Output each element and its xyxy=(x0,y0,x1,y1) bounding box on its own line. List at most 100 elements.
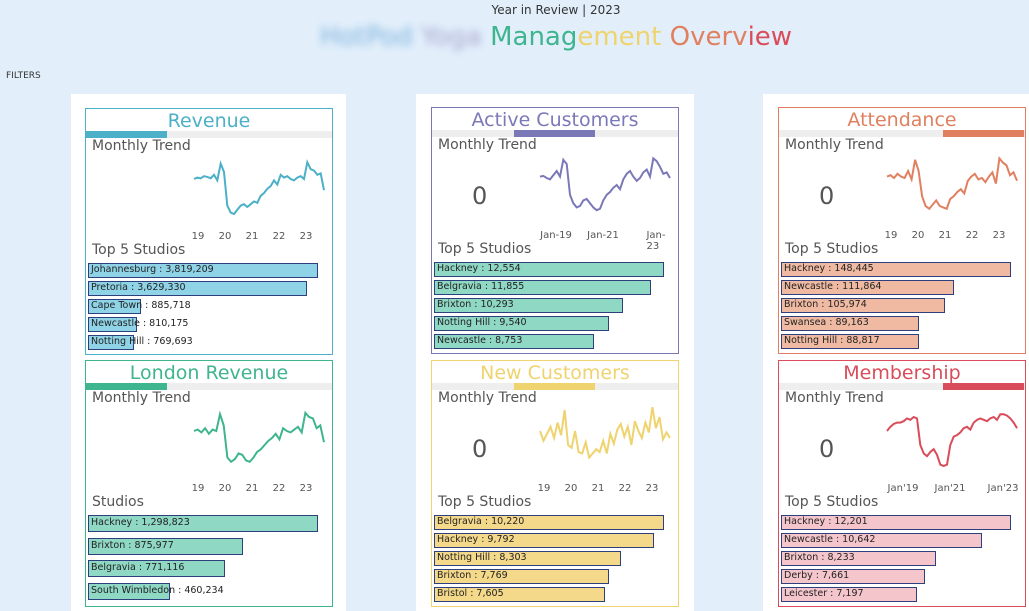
bar-fill xyxy=(781,587,917,602)
page-indicator-active xyxy=(86,383,168,390)
bar-fill xyxy=(434,298,623,313)
studio-bar[interactable]: Newcastle : 10,642 xyxy=(781,533,1021,548)
bar-fill xyxy=(434,533,655,548)
studio-bar-list: Hackney : 1,298,823 Brixton : 875,977 Belg… xyxy=(88,515,328,605)
bar-fill xyxy=(88,537,244,555)
studio-bar-list: Hackney : 12,201 Newcastle : 10,642 Brixto… xyxy=(781,515,1021,605)
studio-bar[interactable]: Hackney : 148,445 xyxy=(781,262,1021,277)
studio-bar[interactable]: Brixton : 7,769 xyxy=(434,569,674,584)
bar-label: Newcastle : 810,175 xyxy=(91,318,189,329)
studios-section-label: Top 5 Studios xyxy=(438,241,532,257)
trend-line xyxy=(539,156,671,212)
axis-tick-label: 20 xyxy=(218,483,232,494)
studios-section-label: Top 5 Studios xyxy=(92,242,186,258)
trend-sparkline[interactable] xyxy=(885,148,1020,223)
page-indicator[interactable] xyxy=(432,130,678,137)
panel-new-customers: New Customers Monthly Trend 0 19 20 21 22 23… xyxy=(431,360,679,607)
bar-fill xyxy=(434,515,664,530)
panel-title: Membership xyxy=(843,362,961,384)
axis-tick-label: 23 xyxy=(299,483,313,494)
studio-bar[interactable]: Belgravia : 11,855 xyxy=(434,280,674,295)
trend-line xyxy=(193,410,325,464)
bar-fill xyxy=(88,263,318,278)
bar-label: Notting Hill : 88,817 xyxy=(784,335,880,346)
trend-sparkline[interactable] xyxy=(885,401,1020,476)
panel-membership: Membership Monthly Trend 0 Jan'19 Jan'21 J… xyxy=(778,360,1026,607)
trend-sparkline[interactable] xyxy=(538,401,673,476)
monthly-trend-label: Monthly Trend xyxy=(438,137,537,153)
studios-section-label: Top 5 Studios xyxy=(438,494,532,510)
bar-label: Brixton : 105,974 xyxy=(784,299,867,310)
studio-bar[interactable]: Swansea : 89,163 xyxy=(781,316,1021,331)
bar-label: Hackney : 12,201 xyxy=(784,516,868,527)
bar-label: Johannesburg : 3,819,209 xyxy=(91,264,214,275)
studio-bar[interactable]: Hackney : 1,298,823 xyxy=(88,515,328,532)
bar-label: Newcastle : 10,642 xyxy=(784,534,876,545)
studio-bar-list: Johannesburg : 3,819,209 Pretoria : 3,629… xyxy=(88,263,328,353)
bar-fill xyxy=(434,316,609,331)
axis-tick-label: 19 xyxy=(537,483,551,494)
studio-bar[interactable]: Notting Hill : 769,693 xyxy=(88,335,328,350)
axis-tick-label: 20 xyxy=(218,231,232,242)
studio-bar[interactable]: Newcastle : 810,175 xyxy=(88,317,328,332)
panel-title: Active Customers xyxy=(471,109,639,131)
studio-bar[interactable]: Notting Hill : 8,303 xyxy=(434,551,674,566)
monthly-trend-label: Monthly Trend xyxy=(92,138,191,154)
panel-london-revenue: London Revenue Monthly Trend 19 20 21 22 23 … xyxy=(85,360,333,607)
bar-label: Bristol : 7,605 xyxy=(437,588,504,599)
studio-bar-list: Hackney : 12,554 Belgravia : 11,855 Brixto… xyxy=(434,262,674,352)
studio-bar[interactable]: Hackney : 12,554 xyxy=(434,262,674,277)
bar-fill xyxy=(781,334,919,349)
bar-fill xyxy=(88,281,307,296)
bar-fill xyxy=(781,533,982,548)
studio-bar[interactable]: Bristol : 7,605 xyxy=(434,587,674,602)
studio-bar[interactable]: Hackney : 12,201 xyxy=(781,515,1021,530)
bar-fill xyxy=(434,334,595,349)
bar-fill xyxy=(88,515,318,532)
studio-bar[interactable]: Brixton : 875,977 xyxy=(88,537,328,555)
page-indicator[interactable] xyxy=(86,383,332,390)
trend-line xyxy=(886,156,1018,211)
axis-tick-label: 19 xyxy=(191,483,205,494)
studio-bar[interactable]: Johannesburg : 3,819,209 xyxy=(88,263,328,278)
studio-bar[interactable]: Cape Town : 885,718 xyxy=(88,299,328,314)
studio-bar[interactable]: Notting Hill : 88,817 xyxy=(781,334,1021,349)
page-subtitle: Year in Review | 2023 xyxy=(491,3,621,17)
studio-bar[interactable]: Derby : 7,661 xyxy=(781,569,1021,584)
studio-bar[interactable]: Newcastle : 8,753 xyxy=(434,334,674,349)
trend-sparkline[interactable] xyxy=(538,148,673,223)
panel-active-customers: Active Customers Monthly Trend 0 Jan-19 J… xyxy=(431,107,679,354)
panel-title: London Revenue xyxy=(129,362,289,384)
studios-section-label: Top 5 Studios xyxy=(785,494,879,510)
studio-bar[interactable]: Belgravia : 771,116 xyxy=(88,560,328,577)
axis-tick-label: 21 xyxy=(245,483,259,494)
axis-tick-label: 22 xyxy=(965,230,979,241)
studio-bar[interactable]: Notting Hill : 9,540 xyxy=(434,316,674,331)
page-indicator[interactable] xyxy=(86,131,332,138)
studio-bar-list: Hackney : 148,445 Newcastle : 111,864 Brix… xyxy=(781,262,1021,352)
filters-label[interactable]: FILTERS xyxy=(6,71,41,81)
page-indicator-active xyxy=(513,383,596,390)
axis-tick-label: Jan'19 xyxy=(887,483,919,494)
axis-tick-label: 23 xyxy=(645,483,659,494)
studio-bar[interactable]: Belgravia : 10,220 xyxy=(434,515,674,530)
trend-line xyxy=(539,407,671,460)
studio-bar[interactable]: Brixton : 8,233 xyxy=(781,551,1021,566)
bar-label: Notting Hill : 9,540 xyxy=(437,317,527,328)
studio-bar[interactable]: Brixton : 105,974 xyxy=(781,298,1021,313)
studio-bar[interactable]: Hackney : 9,792 xyxy=(434,533,674,548)
trend-sparkline[interactable] xyxy=(192,401,327,476)
studio-bar[interactable]: Pretoria : 3,629,330 xyxy=(88,281,328,296)
trend-sparkline[interactable] xyxy=(192,149,327,224)
page-indicator[interactable] xyxy=(779,130,1025,137)
blurred-brand-text: HotPod xyxy=(319,22,422,52)
studio-bar[interactable]: Leicester : 7,197 xyxy=(781,587,1021,602)
page-indicator[interactable] xyxy=(779,383,1025,390)
axis-tick-label: 23 xyxy=(299,231,313,242)
studio-bar[interactable]: Brixton : 10,293 xyxy=(434,298,674,313)
monthly-trend-label: Monthly Trend xyxy=(92,390,191,406)
studio-bar[interactable]: Newcastle : 111,864 xyxy=(781,280,1021,295)
page-indicator[interactable] xyxy=(432,383,678,390)
bar-label: Swansea : 89,163 xyxy=(784,317,869,328)
studio-bar[interactable]: South Wimbledon : 460,234 xyxy=(88,582,328,600)
